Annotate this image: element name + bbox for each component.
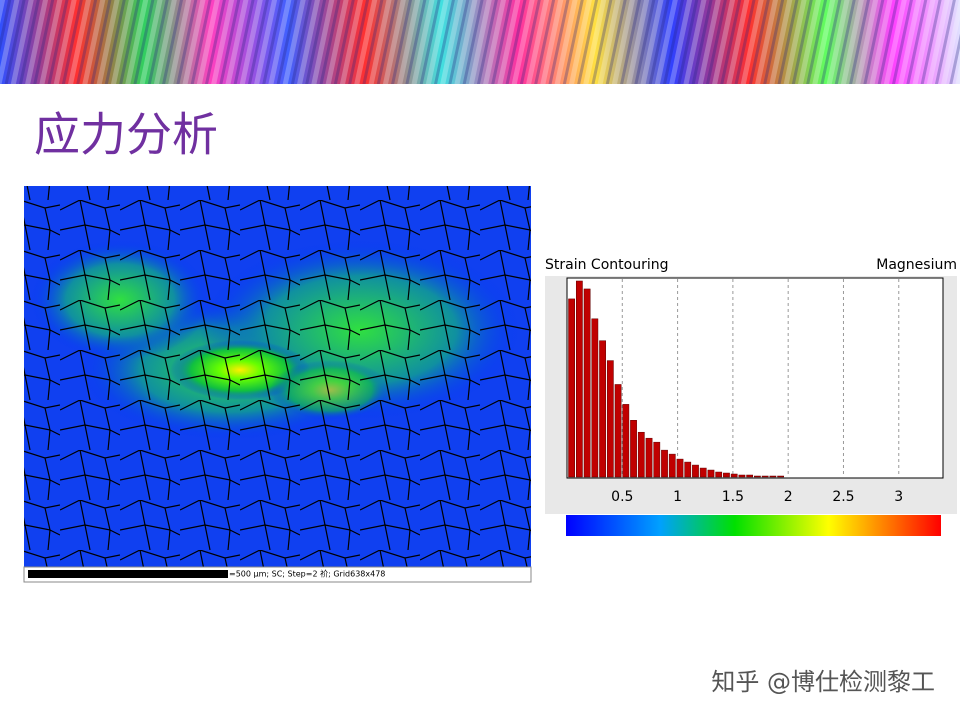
bar <box>653 441 661 478</box>
bar <box>661 449 668 478</box>
bar <box>676 458 684 478</box>
bar <box>568 298 575 478</box>
bar <box>599 340 606 478</box>
slide-title: 应力分析 <box>34 108 218 162</box>
plot-area <box>566 277 944 479</box>
bar <box>715 471 723 478</box>
bar <box>622 404 630 478</box>
bar <box>707 469 715 478</box>
x-tick-label: 1.5 <box>722 489 744 505</box>
bar <box>684 461 692 478</box>
chart-subtitle: Magnesium <box>876 257 957 273</box>
strain-map: =500 µm; SC; Step=2 祄; Grid638x478 <box>23 186 532 583</box>
bar <box>699 467 707 478</box>
bar <box>738 474 746 478</box>
bar <box>575 280 583 478</box>
bar <box>769 475 777 478</box>
bar <box>777 475 785 478</box>
x-tick-label: 2 <box>784 489 793 505</box>
scale-caption: =500 µm; SC; Step=2 祄; Grid638x478 <box>229 569 385 579</box>
bar <box>591 318 599 478</box>
bar <box>754 475 761 478</box>
bar <box>614 384 622 478</box>
bar <box>583 288 591 478</box>
x-tick-label: 3 <box>894 489 903 505</box>
bar <box>761 475 769 478</box>
bar <box>730 473 738 478</box>
bar <box>637 431 645 478</box>
x-tick-label: 2.5 <box>832 489 854 505</box>
banner-texture <box>0 0 960 84</box>
color-scale <box>566 515 941 536</box>
chart-title: Strain Contouring <box>545 257 668 273</box>
bar <box>606 360 614 478</box>
bar <box>668 453 676 478</box>
bar <box>723 472 730 478</box>
bar <box>746 474 754 478</box>
x-tick-label: 0.5 <box>611 489 633 505</box>
histogram: Strain Contouring Magnesium 0.5 1 1.5 2 2.5 3 <box>545 257 957 536</box>
bar <box>692 464 699 478</box>
watermark: 知乎 @博仕检测黎工 <box>711 668 935 696</box>
bar <box>645 437 653 478</box>
x-tick-label: 1 <box>673 489 682 505</box>
bar <box>630 420 637 478</box>
